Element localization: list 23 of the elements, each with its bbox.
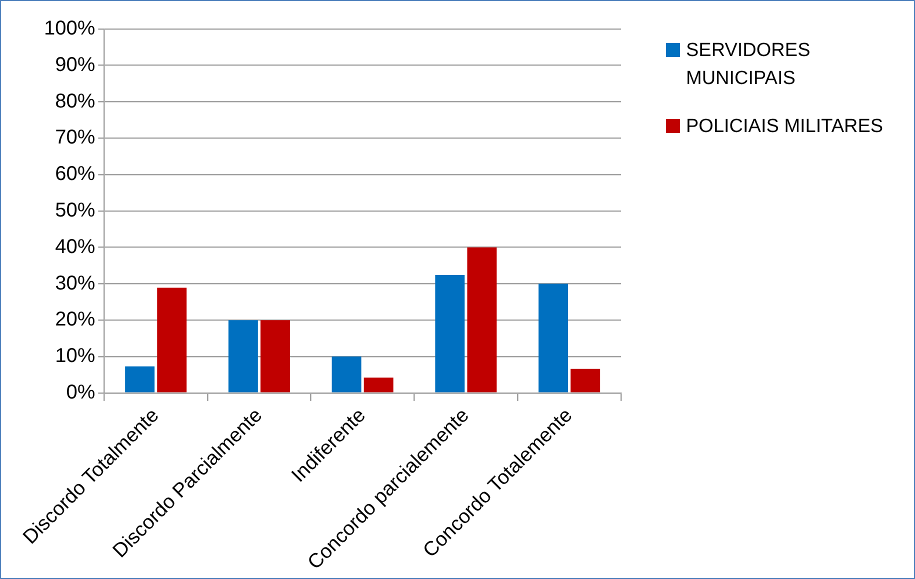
legend-label: SERVIDORES MUNICIPAIS [686, 39, 812, 91]
y-tick-label: 10% [55, 345, 96, 368]
bar [260, 320, 290, 392]
bar [435, 275, 465, 392]
bar [228, 320, 258, 392]
y-tick-label: 30% [55, 272, 96, 294]
legend-label: POLICIAIS MILITARES [686, 115, 884, 139]
y-tick-label: 90% [55, 54, 96, 76]
y-tick-label: 50% [55, 199, 96, 222]
y-tick-label: 100% [44, 18, 96, 40]
y-tick-label: 20% [55, 308, 96, 331]
bar [538, 284, 568, 392]
bar [467, 247, 497, 392]
y-tick-label: 40% [55, 236, 96, 258]
bar [157, 288, 187, 392]
bar [332, 356, 362, 392]
bar [364, 378, 394, 392]
y-tick-label: 60% [55, 163, 96, 186]
y-tick-label: 0% [66, 381, 96, 404]
y-tick-label: 80% [55, 90, 96, 112]
bar [125, 366, 155, 392]
y-tick-label: 70% [55, 126, 96, 149]
bar [570, 368, 600, 392]
